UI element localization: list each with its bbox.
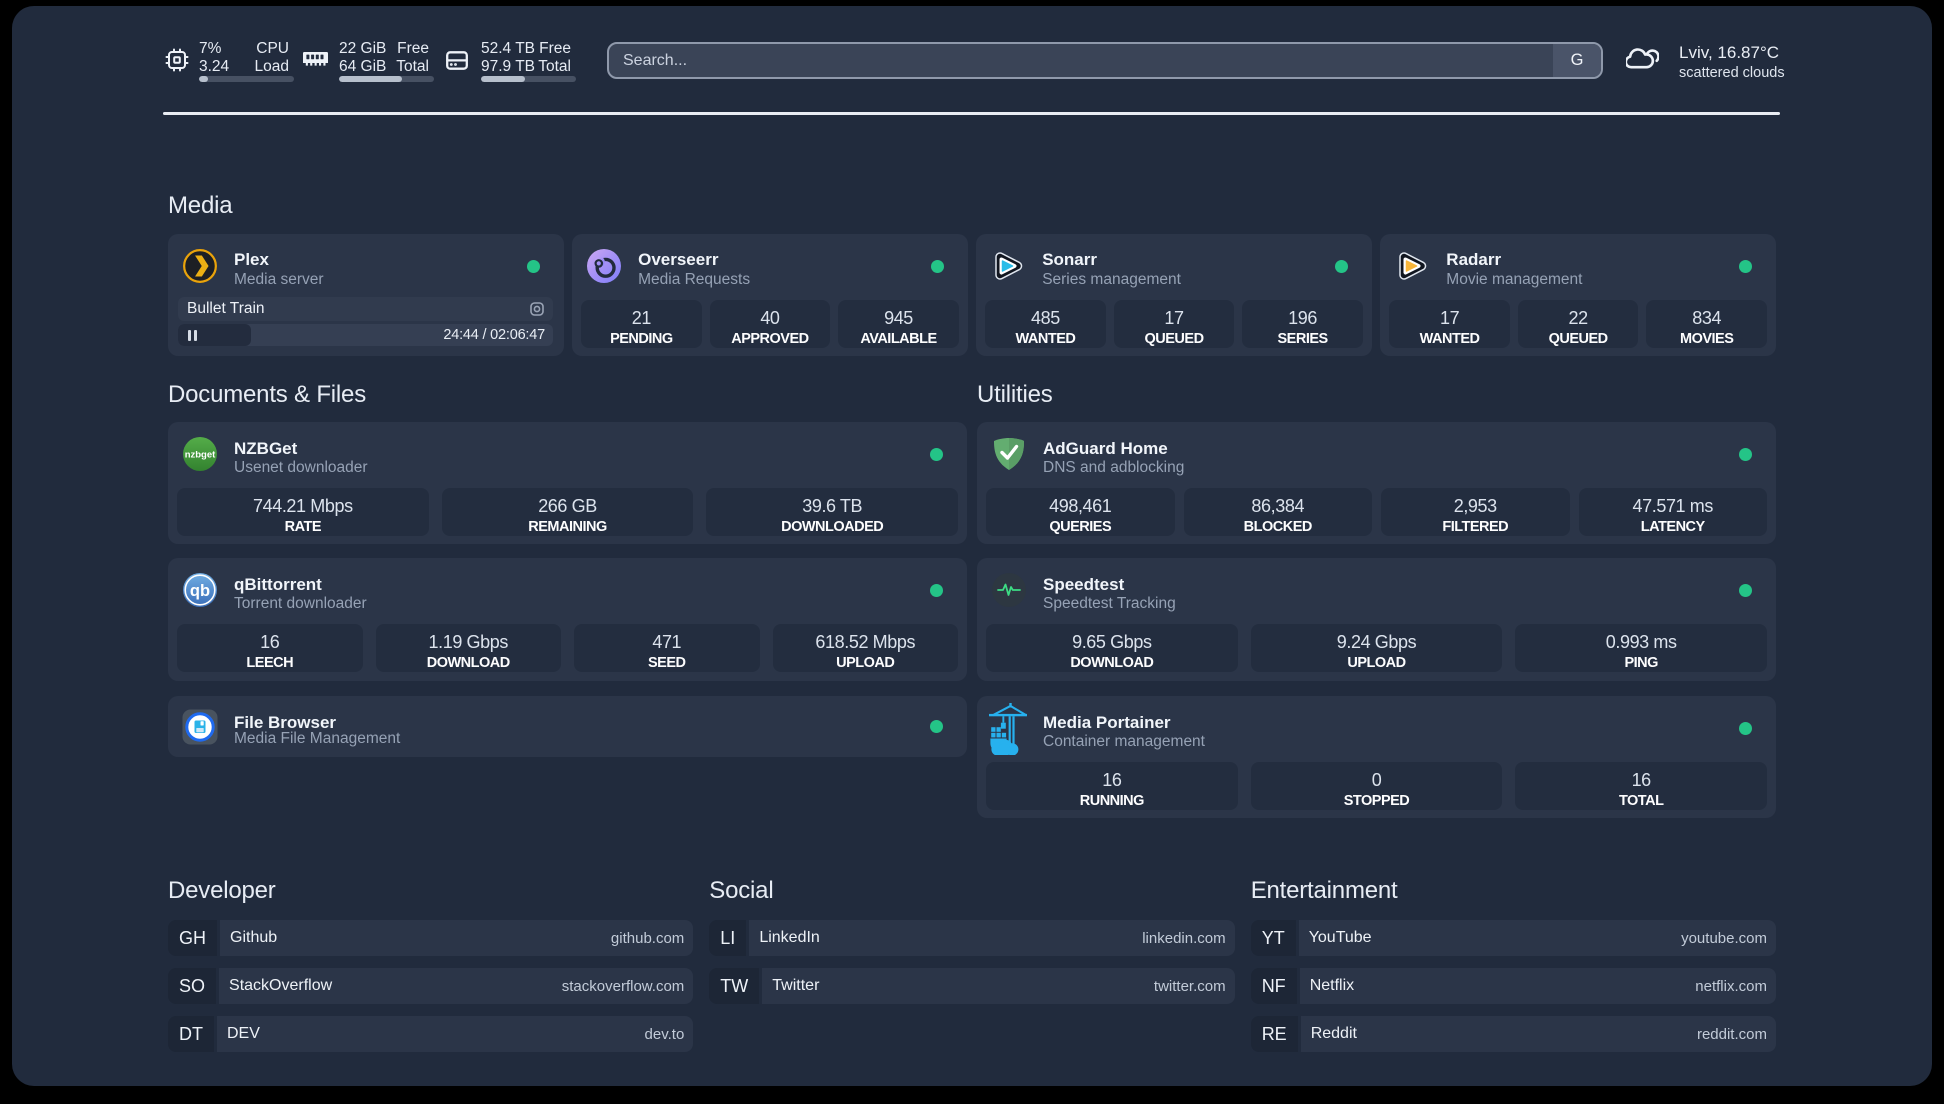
svg-text:qb: qb [190, 582, 210, 600]
svg-text:nzbget: nzbget [185, 450, 216, 461]
